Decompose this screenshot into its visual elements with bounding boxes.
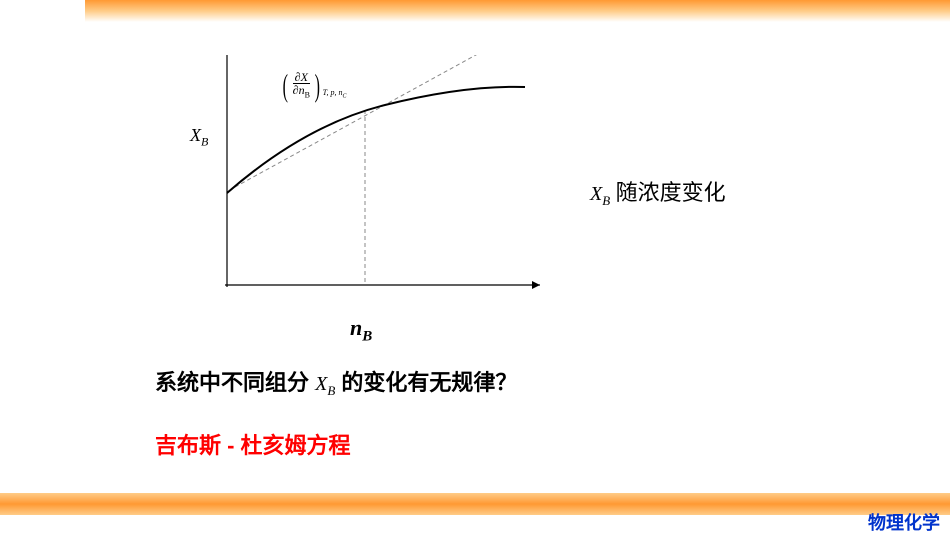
equation-name: 吉布斯 - 杜亥姆方程 bbox=[155, 428, 351, 460]
y-axis-label: XB bbox=[190, 125, 208, 150]
curve bbox=[227, 87, 525, 193]
question-text: 系统中不同组分 XB 的变化有无规律？ bbox=[155, 365, 517, 399]
x-arrow bbox=[532, 281, 540, 289]
chart bbox=[225, 55, 545, 310]
footer-text: 物理化学 bbox=[868, 509, 940, 535]
derivative-label: ( ∂X ∂nB ) T, p, nC bbox=[280, 67, 346, 104]
top-bar bbox=[85, 0, 950, 22]
x-axis-label: nB bbox=[350, 315, 372, 345]
chart-svg bbox=[225, 55, 545, 310]
bottom-bar bbox=[0, 493, 950, 515]
tangent-line bbox=[235, 55, 485, 187]
right-note: XB 随浓度变化 bbox=[590, 175, 726, 209]
